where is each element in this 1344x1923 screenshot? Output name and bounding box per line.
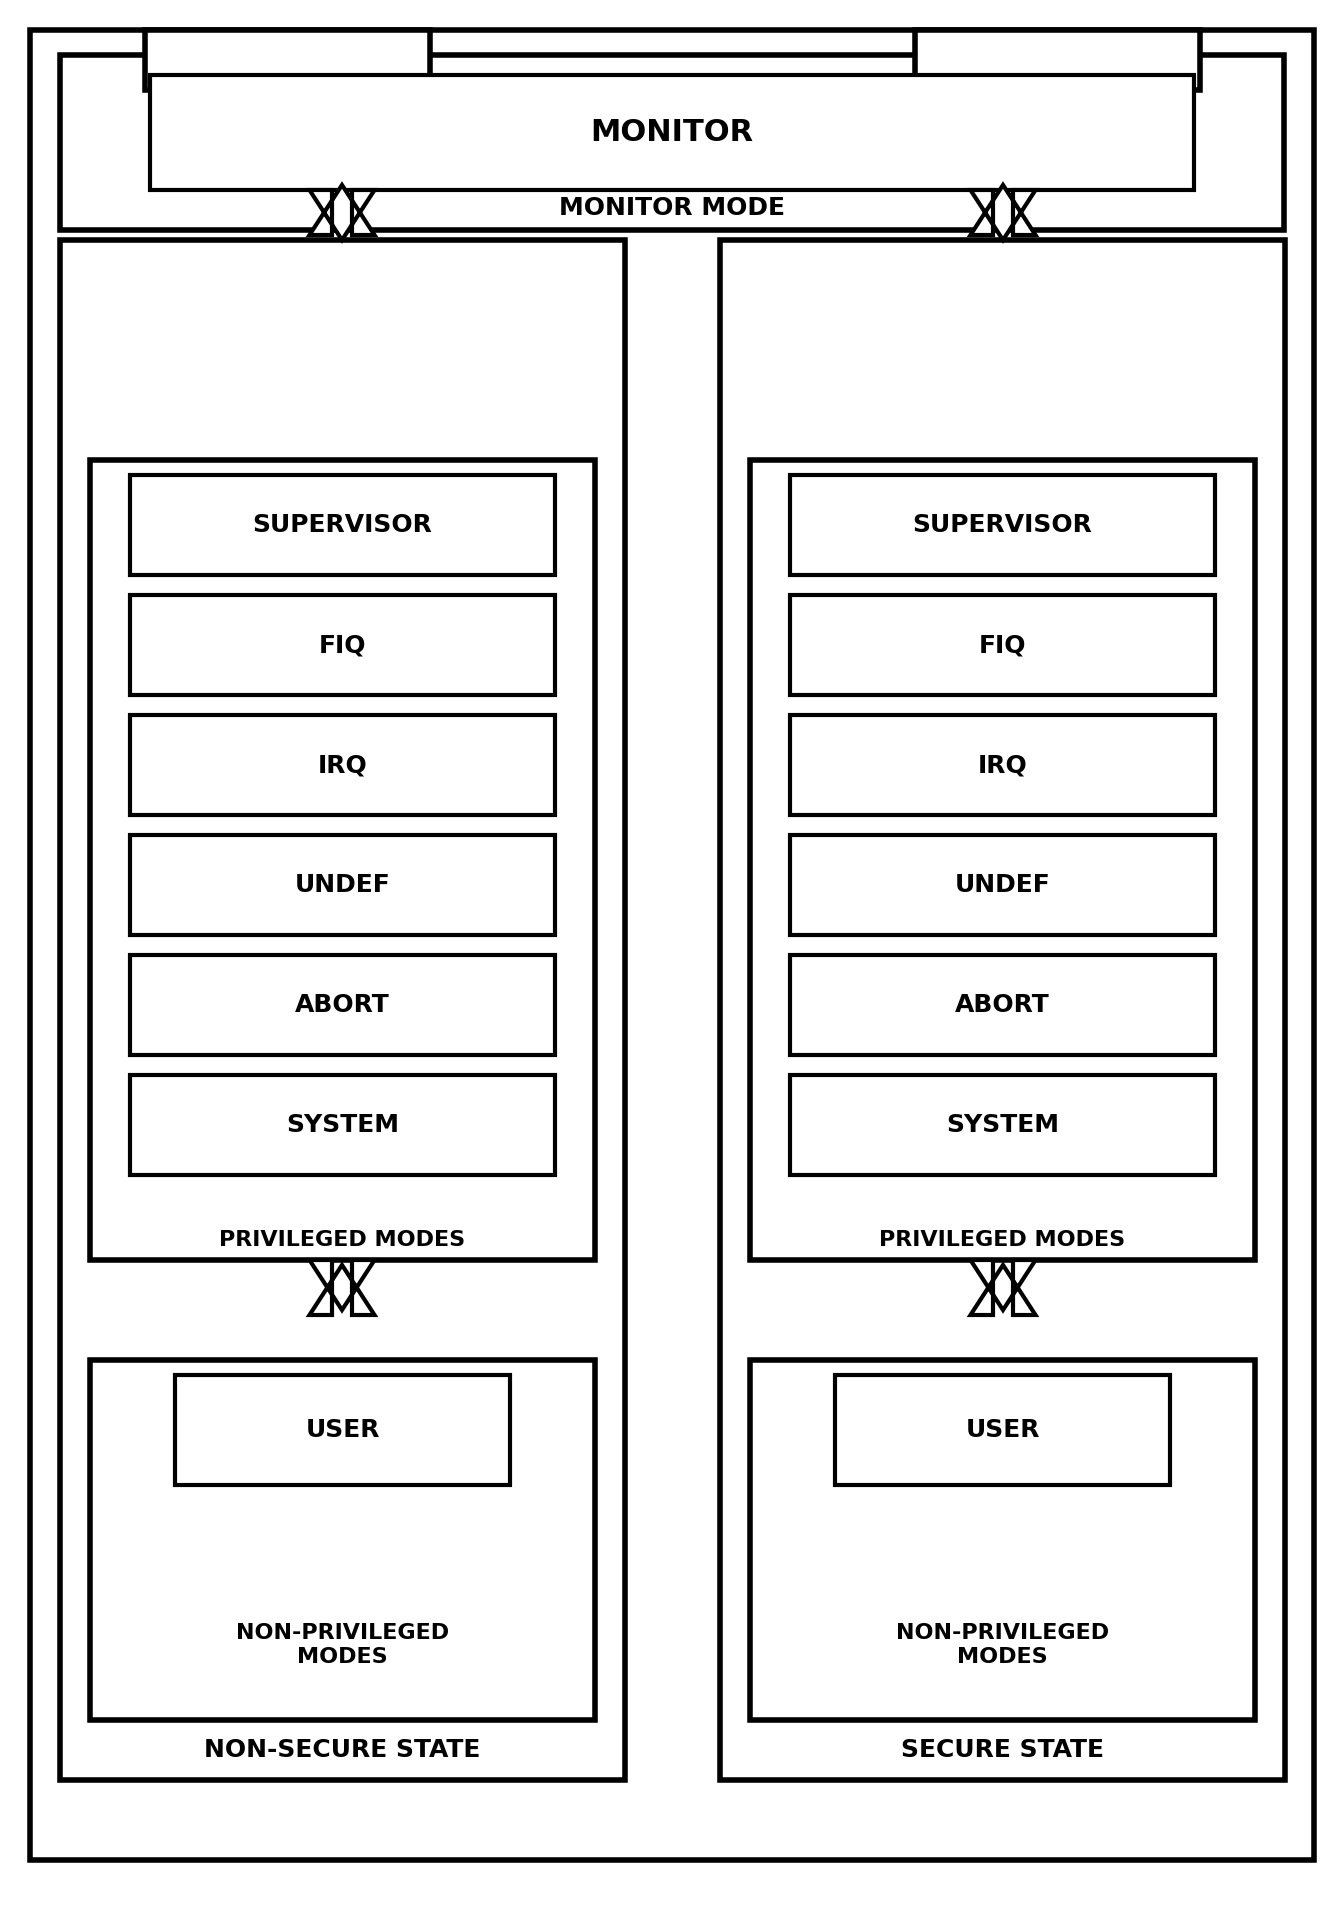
Bar (130, 1075, 555, 1175)
Bar (790, 1075, 1215, 1175)
Bar (720, 240, 1285, 1781)
Bar (130, 956, 555, 1056)
Polygon shape (309, 1260, 375, 1315)
Text: SUPERVISOR: SUPERVISOR (913, 513, 1093, 537)
Text: PRIVILEGED MODES: PRIVILEGED MODES (879, 1231, 1125, 1250)
Text: NON-PRIVILEGED
MODES: NON-PRIVILEGED MODES (237, 1623, 449, 1667)
Text: UNDEF: UNDEF (954, 873, 1051, 896)
Polygon shape (970, 1260, 1035, 1315)
Text: ABORT: ABORT (296, 992, 390, 1017)
Bar (835, 1375, 1171, 1485)
Text: NON-PRIVILEGED
MODES: NON-PRIVILEGED MODES (896, 1623, 1109, 1667)
Text: USER: USER (305, 1417, 380, 1442)
Bar (60, 56, 1284, 231)
Bar (130, 835, 555, 935)
Bar (175, 1375, 509, 1485)
Text: MONITOR MODE: MONITOR MODE (559, 196, 785, 219)
Bar (915, 31, 1200, 90)
Polygon shape (309, 185, 375, 240)
Bar (790, 956, 1215, 1056)
Text: IRQ: IRQ (977, 754, 1027, 777)
Text: SYSTEM: SYSTEM (286, 1113, 399, 1136)
Bar (90, 460, 595, 1260)
Text: NON-SECURE STATE: NON-SECURE STATE (204, 1738, 481, 1761)
Bar (790, 475, 1215, 575)
Bar (750, 460, 1255, 1260)
Text: ABORT: ABORT (956, 992, 1050, 1017)
Text: IRQ: IRQ (317, 754, 367, 777)
Text: UNDEF: UNDEF (294, 873, 390, 896)
Bar (790, 835, 1215, 935)
Text: USER: USER (965, 1417, 1040, 1442)
Text: SUPERVISOR: SUPERVISOR (253, 513, 433, 537)
Bar (750, 1360, 1255, 1719)
Text: PRIVILEGED MODES: PRIVILEGED MODES (219, 1231, 465, 1250)
Text: FIQ: FIQ (978, 633, 1027, 658)
Text: FIQ: FIQ (319, 633, 367, 658)
Polygon shape (970, 185, 1035, 240)
Text: MONITOR: MONITOR (590, 117, 754, 146)
Bar (130, 475, 555, 575)
Bar (130, 715, 555, 815)
Bar (790, 715, 1215, 815)
Bar (130, 594, 555, 694)
Text: SECURE STATE: SECURE STATE (900, 1738, 1103, 1761)
Bar (90, 1360, 595, 1719)
Text: SYSTEM: SYSTEM (946, 1113, 1059, 1136)
Bar (60, 240, 625, 1781)
Bar (151, 75, 1193, 190)
Bar (145, 31, 430, 90)
Bar (790, 594, 1215, 694)
